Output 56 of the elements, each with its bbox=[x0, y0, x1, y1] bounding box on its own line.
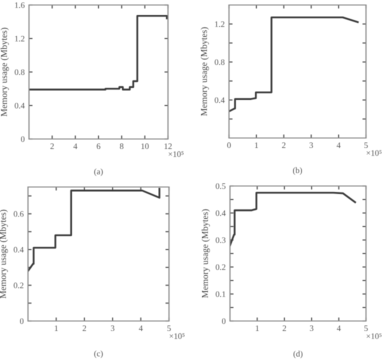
text: (c) bbox=[94, 350, 103, 358]
line-series bbox=[229, 16, 359, 112]
y-tick-label: 0.4 bbox=[14, 102, 25, 109]
y-tick-label: 0.8 bbox=[14, 69, 25, 76]
x-tick-label: 5 bbox=[364, 325, 368, 332]
x-tick-label: 5 bbox=[167, 325, 171, 332]
x-tick-label: 12 bbox=[164, 143, 172, 149]
x-tick-label: 3 bbox=[110, 325, 114, 332]
y-tick-label: 0 bbox=[222, 318, 226, 324]
y-tick-label: 0.5 bbox=[216, 183, 226, 190]
x-tick-label: 4 bbox=[73, 143, 78, 149]
y-tick-label: 1.2 bbox=[215, 21, 224, 28]
x-tick-label: 5 bbox=[364, 142, 368, 148]
text: (d) bbox=[294, 350, 302, 358]
y-tick-label: 0.6 bbox=[14, 211, 24, 217]
x-tick-label: 1 bbox=[256, 325, 259, 331]
x-tick-label: 8 bbox=[120, 143, 124, 150]
x-tick-label: 2 bbox=[282, 142, 286, 148]
line-series bbox=[230, 192, 356, 246]
x-tick-label: 4 bbox=[336, 142, 341, 148]
x-tick-label: 3 bbox=[310, 142, 313, 148]
text: ×10⁵ bbox=[366, 333, 382, 340]
y-axis-title: Memory usage (Mbytes) bbox=[200, 27, 209, 116]
y-tick-label: 1.6 bbox=[15, 2, 25, 8]
line-series bbox=[29, 14, 168, 90]
x-tick-label: 3 bbox=[310, 325, 314, 332]
line-series bbox=[28, 188, 160, 272]
y-tick-label: 0.8 bbox=[214, 59, 225, 66]
text: ×10⁵ bbox=[170, 333, 185, 339]
text: ×10⁵ bbox=[366, 150, 382, 156]
y-tick-label: 1.2 bbox=[15, 36, 24, 42]
x-tick-label: 10 bbox=[141, 143, 149, 150]
x-tick-label: 2 bbox=[82, 325, 86, 331]
y-tick-label: 0.4 bbox=[216, 210, 226, 216]
y-tick-label: 0.2 bbox=[216, 264, 226, 270]
x-tick-label: 4 bbox=[336, 325, 341, 331]
text: ×10⁵ bbox=[168, 151, 184, 157]
y-tick-label: 0.3 bbox=[216, 237, 226, 244]
x-tick-label: 2 bbox=[282, 325, 286, 331]
y-tick-label: 0 bbox=[20, 318, 24, 324]
y-tick-label: 0.4 bbox=[214, 97, 225, 104]
text: (b) bbox=[293, 167, 302, 175]
x-tick-label: 2 bbox=[50, 143, 54, 149]
x-tick-label: 6 bbox=[96, 143, 100, 150]
y-tick-label: 0.4 bbox=[14, 246, 24, 253]
y-tick-label: 0 bbox=[20, 136, 25, 142]
y-axis-title: Memory usage (Mbytes) bbox=[202, 209, 210, 298]
y-axis-title: Memory usage (Mbytes) bbox=[0, 210, 8, 298]
text: (a) bbox=[94, 168, 103, 176]
y-tick-label: 0.2 bbox=[14, 282, 24, 288]
x-tick-label: 4 bbox=[138, 325, 143, 331]
x-tick-label: 1 bbox=[54, 325, 58, 331]
x-tick-label: 0 bbox=[227, 142, 231, 148]
y-axis-title: Memory usage (Mbytes) bbox=[0, 28, 9, 116]
y-tick-label: 0.1 bbox=[216, 291, 226, 298]
x-tick-label: 1 bbox=[255, 142, 258, 148]
